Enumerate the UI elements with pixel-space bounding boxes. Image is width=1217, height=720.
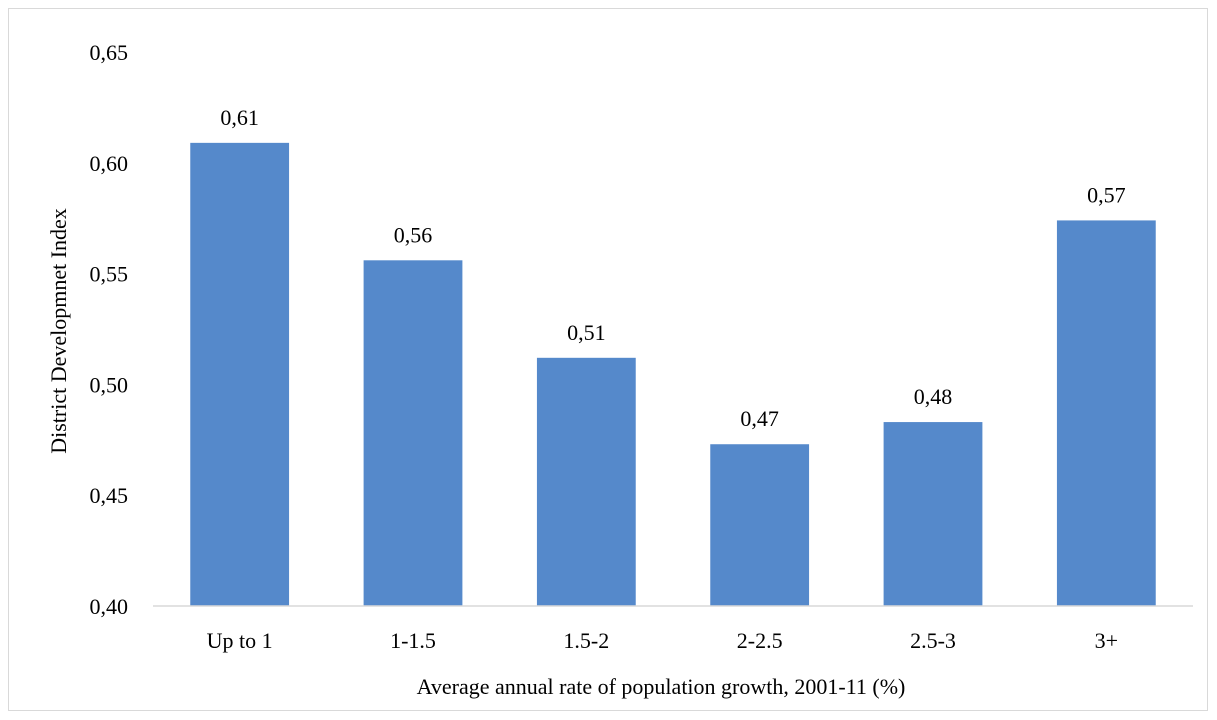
- y-axis-title: District Developmnet Index: [46, 208, 71, 454]
- y-tick-label: 0,50: [90, 372, 129, 397]
- y-axis-ticks: 0,40 0,45 0,50 0,55 0,60 0,65: [90, 40, 129, 619]
- y-tick-label: 0,60: [90, 151, 129, 176]
- x-tick-label: 3+: [1095, 628, 1118, 653]
- x-tick-label: 2.5-3: [910, 628, 956, 653]
- x-axis-title: Average annual rate of population growth…: [417, 674, 906, 699]
- x-tick-label: Up to 1: [207, 628, 273, 653]
- bar: [536, 357, 636, 606]
- data-label: 0,61: [220, 105, 259, 130]
- bars: [190, 142, 1156, 606]
- data-label: 0,51: [567, 320, 606, 345]
- y-tick-label: 0,55: [90, 262, 129, 287]
- bar: [883, 422, 983, 606]
- data-label: 0,48: [914, 384, 953, 409]
- x-tick-label: 1-1.5: [390, 628, 436, 653]
- bar: [363, 260, 463, 606]
- y-tick-label: 0,40: [90, 594, 129, 619]
- data-label: 0,47: [740, 406, 779, 431]
- bar: [710, 444, 810, 606]
- data-labels: 0,61 0,56 0,51 0,47 0,48 0,57: [220, 105, 1125, 431]
- x-tick-label: 1.5-2: [563, 628, 609, 653]
- bar: [1056, 220, 1156, 606]
- x-axis-ticks: Up to 1 1-1.5 1.5-2 2-2.5 2.5-3 3+: [207, 628, 1118, 653]
- bar: [190, 142, 290, 606]
- data-label: 0,56: [394, 222, 433, 247]
- x-tick-label: 2-2.5: [737, 628, 783, 653]
- data-label: 0,57: [1087, 182, 1126, 207]
- y-tick-label: 0,65: [90, 40, 129, 65]
- y-tick-label: 0,45: [90, 483, 129, 508]
